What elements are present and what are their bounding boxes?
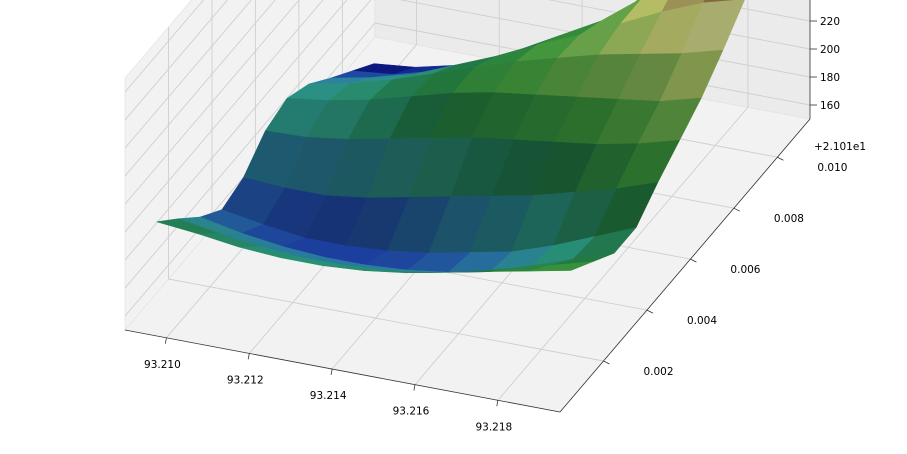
- y-offset-label: +2.101e1: [814, 141, 866, 153]
- z-gridline: [124, 0, 228, 121]
- x-tick-label: 93.218: [475, 421, 512, 433]
- y-gridline: [168, 27, 604, 362]
- z-gridline: [124, 0, 276, 177]
- x-tick-label: 93.214: [310, 390, 347, 402]
- x-axis-line: [124, 329, 561, 413]
- y-tick-label: 0.002: [643, 366, 673, 378]
- y-tick-label: 0.004: [687, 315, 717, 327]
- y-tick: [603, 360, 610, 365]
- x-tick-label: 93.216: [393, 406, 430, 418]
- x-tick-label: 93.212: [227, 374, 264, 386]
- axis-lines: [124, 0, 817, 413]
- y-axis-line: [559, 118, 811, 413]
- z-gridline: [124, 0, 252, 149]
- y-tick-label: 0.010: [817, 162, 847, 174]
- y-tick: [646, 309, 654, 314]
- y-tick: [733, 207, 741, 212]
- y-tick: [777, 156, 784, 161]
- tick-labels: 93.210 93.212 93.214 93.216 93.218 0.002 0.004…: [144, 16, 866, 433]
- x-tick: [330, 368, 333, 375]
- x-gridline: [497, 0, 749, 401]
- x-tick-label: 93.210: [144, 359, 181, 371]
- z-gridline: [124, 0, 811, 233]
- surface-mesh: [156, 0, 745, 274]
- z-tick-label: 160: [820, 100, 840, 112]
- x-tick: [496, 400, 499, 407]
- z-gridline: [124, 0, 300, 205]
- y-tick-label: 0.008: [774, 213, 804, 225]
- z-tick-label: 220: [820, 16, 840, 28]
- y-tick: [690, 258, 697, 263]
- x-tick: [164, 337, 167, 344]
- z-tick-label: 180: [820, 72, 840, 84]
- x-tick: [247, 353, 250, 360]
- surface-facet: [529, 261, 593, 272]
- x-tick: [413, 384, 416, 391]
- z-tick-label: 200: [820, 44, 840, 56]
- y-tick-label: 0.006: [730, 264, 760, 276]
